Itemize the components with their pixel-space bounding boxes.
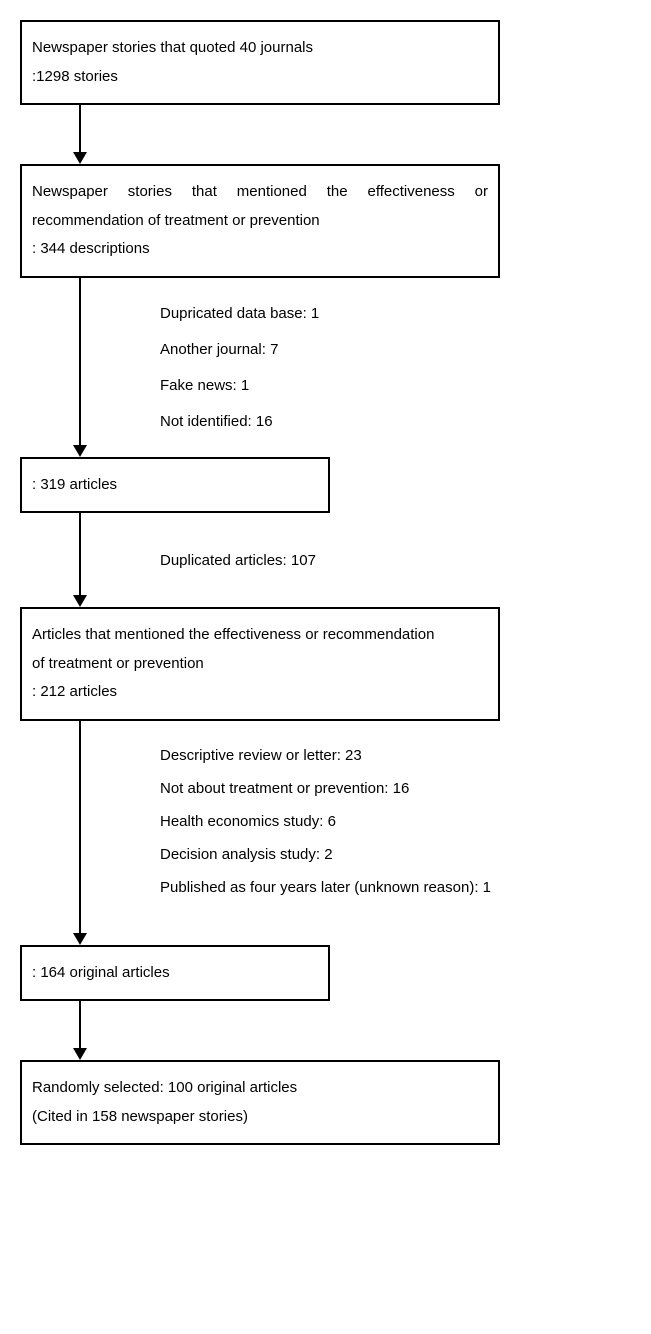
- node-line: Randomly selected: 100 original articles: [32, 1074, 488, 1103]
- exclusion-label: Decision analysis study: 2: [160, 838, 491, 871]
- exclusion-label: Not about treatment or prevention: 16: [160, 772, 491, 805]
- exclusion-label: Duplicated articles: 107: [160, 543, 316, 579]
- arrow-line: [79, 721, 81, 934]
- node-line: : 212 articles: [32, 678, 488, 707]
- node-initial-stories: Newspaper stories that quoted 40 journal…: [20, 20, 500, 105]
- node-random-100: Randomly selected: 100 original articles…: [20, 1060, 500, 1145]
- edge-2: Dupricated data base: 1 Another journal:…: [20, 278, 630, 457]
- node-line: :1298 stories: [32, 63, 488, 92]
- node-164-original: : 164 original articles: [20, 945, 330, 1002]
- exclusion-label: Health economics study: 6: [160, 805, 491, 838]
- edge-4: Descriptive review or letter: 23 Not abo…: [20, 721, 630, 945]
- edge-1: [20, 105, 630, 164]
- edge-labels: Descriptive review or letter: 23 Not abo…: [140, 721, 491, 904]
- arrowhead-icon: [73, 152, 87, 164]
- node-line: Articles that mentioned the effectivenes…: [32, 621, 488, 650]
- exclusion-label: Fake news: 1: [160, 368, 319, 404]
- node-319-articles: : 319 articles: [20, 457, 330, 514]
- flowchart-container: Newspaper stories that quoted 40 journal…: [20, 20, 630, 1145]
- arrow-line: [79, 1001, 81, 1049]
- arrowhead-icon: [73, 595, 87, 607]
- node-line: : 344 descriptions: [32, 235, 488, 264]
- exclusion-label: Another journal: 7: [160, 332, 319, 368]
- node-212-articles: Articles that mentioned the effectivenes…: [20, 607, 500, 721]
- exclusion-label: Published as four years later (unknown r…: [160, 871, 491, 904]
- arrowhead-icon: [73, 1048, 87, 1060]
- node-line: : 319 articles: [32, 471, 318, 500]
- arrow-line: [79, 278, 81, 446]
- exclusion-label: Dupricated data base: 1: [160, 296, 319, 332]
- node-line: Newspaper stories that quoted 40 journal…: [32, 34, 488, 63]
- arrowhead-icon: [73, 445, 87, 457]
- node-line: recommendation of treatment or preventio…: [32, 207, 488, 236]
- edge-labels: [140, 1001, 160, 1019]
- arrow-line: [79, 105, 81, 153]
- node-mentioned-effectiveness: Newspaper stories that mentioned the eff…: [20, 164, 500, 278]
- edge-labels: Dupricated data base: 1 Another journal:…: [140, 278, 319, 440]
- exclusion-label: Descriptive review or letter: 23: [160, 739, 491, 772]
- node-line: Newspaper stories that mentioned the eff…: [32, 178, 488, 207]
- node-line: (Cited in 158 newspaper stories): [32, 1103, 488, 1132]
- node-line: of treatment or prevention: [32, 650, 488, 679]
- edge-5: [20, 1001, 630, 1060]
- node-line: : 164 original articles: [32, 959, 318, 988]
- edge-3: Duplicated articles: 107: [20, 513, 630, 607]
- arrowhead-icon: [73, 933, 87, 945]
- arrow-line: [79, 513, 81, 596]
- exclusion-label: Not identified: 16: [160, 404, 319, 440]
- edge-labels: [140, 105, 160, 123]
- edge-labels: Duplicated articles: 107: [140, 513, 316, 579]
